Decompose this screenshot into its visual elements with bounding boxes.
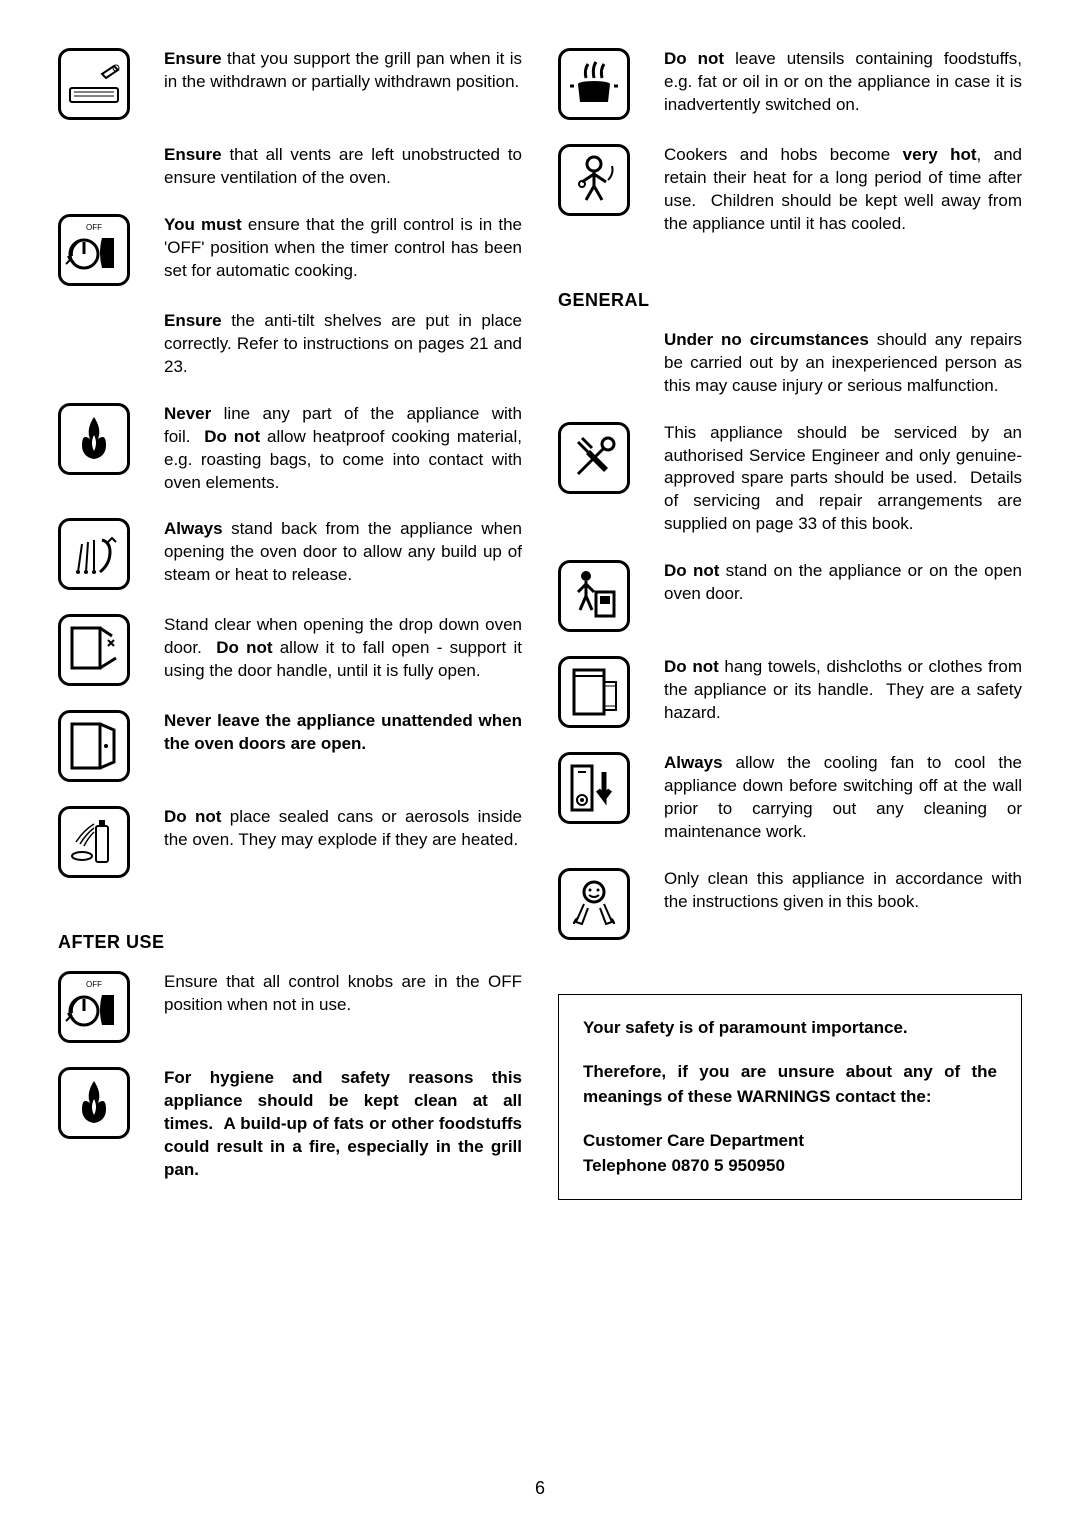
instruction-text: Do not stand on the appliance or on the … xyxy=(664,560,1022,606)
instruction-item: OFF Ensure that all control knobs are in … xyxy=(58,971,522,1043)
safety-phone: Telephone 0870 5 950950 xyxy=(583,1156,785,1175)
safety-p3: Customer Care Department Telephone 0870 … xyxy=(583,1128,997,1179)
after-use-heading: AFTER USE xyxy=(58,932,522,953)
general-items: Under no circumstances should any repair… xyxy=(558,329,1022,964)
off-knob-icon: OFF xyxy=(58,971,130,1043)
icon-slot xyxy=(558,752,646,824)
after-use-items: OFF Ensure that all control knobs are in … xyxy=(58,971,522,1206)
instruction-text: Only clean this appliance in accordance … xyxy=(664,868,1022,914)
instruction-text: Ensure the anti-tilt shelves are put in … xyxy=(164,310,522,379)
safety-box: Your safety is of paramount importance. … xyxy=(558,994,1022,1200)
instruction-item: Always stand back from the appliance whe… xyxy=(58,518,522,590)
steam-icon xyxy=(58,518,130,590)
icon-slot xyxy=(558,48,646,120)
instruction-text: Never leave the appliance unattended whe… xyxy=(164,710,522,756)
icon-slot xyxy=(558,868,646,940)
icon-slot xyxy=(58,518,146,590)
instruction-text: Do not hang towels, dishcloths or clothe… xyxy=(664,656,1022,725)
page-number: 6 xyxy=(0,1478,1080,1499)
icon-slot xyxy=(558,560,646,632)
instruction-item: Do not place sealed cans or aerosols ins… xyxy=(58,806,522,878)
person-stand-icon xyxy=(558,560,630,632)
icon-slot xyxy=(58,806,146,878)
instruction-text: Do not leave utensils containing foodstu… xyxy=(664,48,1022,117)
icon-slot xyxy=(58,403,146,475)
instruction-item: This appliance should be serviced by an … xyxy=(558,422,1022,537)
instruction-item: For hygiene and safety reasons this appl… xyxy=(58,1067,522,1182)
clean-icon xyxy=(558,868,630,940)
instruction-item: Only clean this appliance in accordance … xyxy=(558,868,1022,940)
door-open-icon xyxy=(58,710,130,782)
instruction-item: Do not hang towels, dishcloths or clothe… xyxy=(558,656,1022,728)
instruction-text: You must ensure that the grill control i… xyxy=(164,214,522,283)
svg-text:OFF: OFF xyxy=(86,980,102,989)
instruction-item: OFF You must ensure that the grill contro… xyxy=(58,214,522,286)
instruction-text: Never line any part of the appliance wit… xyxy=(164,403,522,495)
instruction-item: Under no circumstances should any repair… xyxy=(558,329,1022,398)
icon-slot: OFF xyxy=(58,214,146,286)
fire-icon xyxy=(58,403,130,475)
towel-icon xyxy=(558,656,630,728)
instruction-item: Never leave the appliance unattended whe… xyxy=(58,710,522,782)
instruction-item: Ensure that all vents are left unobstruc… xyxy=(58,144,522,190)
icon-slot xyxy=(558,422,646,494)
instruction-item: Do not stand on the appliance or on the … xyxy=(558,560,1022,632)
instruction-text: Always stand back from the appliance whe… xyxy=(164,518,522,587)
aerosol-icon xyxy=(58,806,130,878)
general-heading: GENERAL xyxy=(558,290,1022,311)
instruction-item: Cookers and hobs become very hot, and re… xyxy=(558,144,1022,236)
instruction-text: Ensure that you support the grill pan wh… xyxy=(164,48,522,94)
icon-slot: OFF xyxy=(58,971,146,1043)
icon-slot xyxy=(558,144,646,216)
instruction-item: Ensure that you support the grill pan wh… xyxy=(58,48,522,120)
icon-slot xyxy=(58,614,146,686)
instruction-item: Ensure the anti-tilt shelves are put in … xyxy=(58,310,522,379)
safety-p1: Your safety is of paramount importance. xyxy=(583,1015,997,1041)
instruction-text: Under no circumstances should any repair… xyxy=(664,329,1022,398)
svg-text:OFF: OFF xyxy=(86,223,102,232)
instruction-text: Stand clear when opening the drop down o… xyxy=(164,614,522,683)
icon-slot xyxy=(58,710,146,782)
icon-slot xyxy=(58,48,146,120)
instruction-item: Never line any part of the appliance wit… xyxy=(58,403,522,495)
instruction-item: Stand clear when opening the drop down o… xyxy=(58,614,522,686)
instruction-item: Do not leave utensils containing foodstu… xyxy=(558,48,1022,120)
instruction-text: This appliance should be serviced by an … xyxy=(664,422,1022,537)
door-drop-icon xyxy=(58,614,130,686)
icon-slot xyxy=(558,656,646,728)
grill-pan-icon xyxy=(58,48,130,120)
left-items: Ensure that you support the grill pan wh… xyxy=(58,48,522,902)
safety-p2: Therefore, if you are unsure about any o… xyxy=(583,1059,997,1110)
instruction-text: Cookers and hobs become very hot, and re… xyxy=(664,144,1022,236)
right-column: Do not leave utensils containing foodstu… xyxy=(558,48,1022,1206)
fire-icon xyxy=(58,1067,130,1139)
left-column: Ensure that you support the grill pan wh… xyxy=(58,48,522,1206)
instruction-text: Do not place sealed cans or aerosols ins… xyxy=(164,806,522,852)
page-columns: Ensure that you support the grill pan wh… xyxy=(58,48,1022,1206)
child-icon xyxy=(558,144,630,216)
instruction-text: Ensure that all control knobs are in the… xyxy=(164,971,522,1017)
safety-dept: Customer Care Department xyxy=(583,1131,804,1150)
tools-icon xyxy=(558,422,630,494)
icon-slot xyxy=(58,1067,146,1139)
off-knob-icon: OFF xyxy=(58,214,130,286)
cooling-icon xyxy=(558,752,630,824)
pot-fire-icon xyxy=(558,48,630,120)
instruction-text: For hygiene and safety reasons this appl… xyxy=(164,1067,522,1182)
instruction-item: Always allow the cooling fan to cool the… xyxy=(558,752,1022,844)
instruction-text: Always allow the cooling fan to cool the… xyxy=(664,752,1022,844)
instruction-text: Ensure that all vents are left unobstruc… xyxy=(164,144,522,190)
right-items: Do not leave utensils containing foodstu… xyxy=(558,48,1022,260)
